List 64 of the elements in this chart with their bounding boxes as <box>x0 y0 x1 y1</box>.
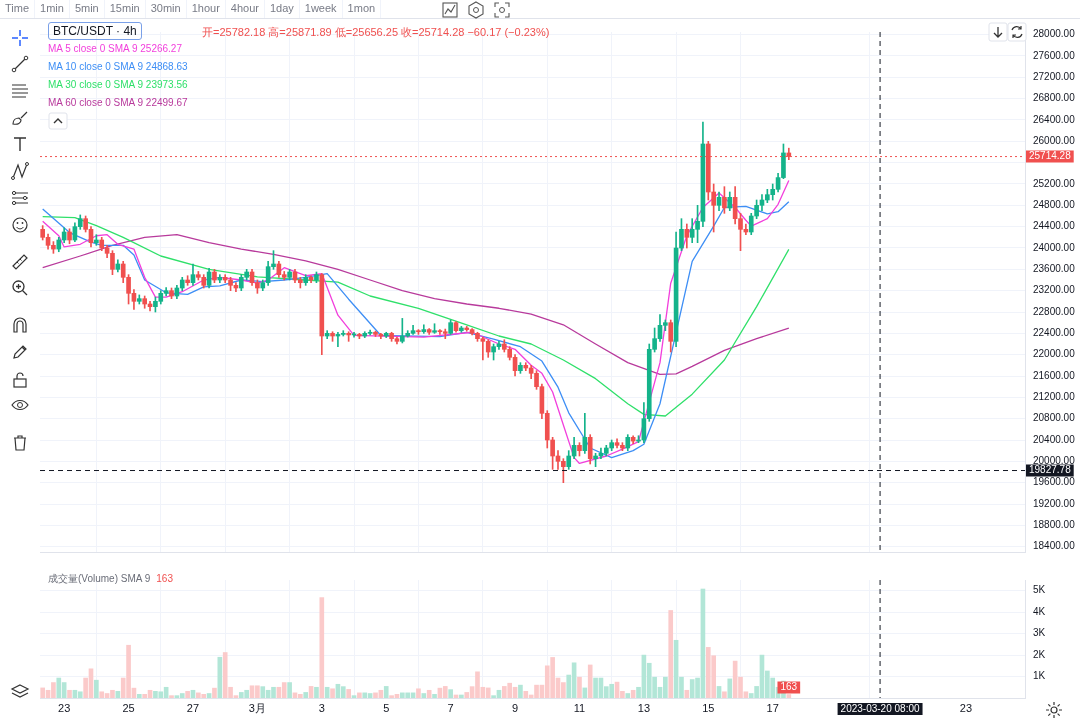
text: Time <box>0 0 36 18</box>
text: 1day <box>264 0 300 18</box>
x-tick-label: 5 <box>383 701 390 714</box>
y-tick-label: 5K <box>1033 584 1046 596</box>
x-tick-label: 11 <box>573 701 586 714</box>
y-tick-label: 23600.00 <box>1033 263 1076 275</box>
x-tick-label: 17 <box>766 701 779 714</box>
y-tick-label: 26000.00 <box>1033 135 1076 147</box>
y-tick-label: 4K <box>1033 605 1046 617</box>
chart-title: BTC/USDT · 4h <box>48 22 142 40</box>
text: 1min <box>35 0 70 18</box>
y-tick-label: 1K <box>1033 670 1046 682</box>
chart-subtitle: 开=25782.18 高=25871.89 低=25656.25 收=25714.28 −60.17 (−0.23%) <box>202 25 550 40</box>
text: MA 5 close 0 SMA 9 25266.27 <box>48 42 183 56</box>
y-tick-label: 20400.00 <box>1033 433 1076 445</box>
text: 1week <box>299 0 343 18</box>
y-tick-label: 21200.00 <box>1033 391 1076 403</box>
x-tick-label: 25 <box>122 701 135 714</box>
ref-line-label: 19827.78 <box>1029 464 1072 476</box>
text: MA 30 close 0 SMA 9 23973.56 <box>48 78 188 92</box>
x-tick-label: 23 <box>959 701 973 714</box>
text: 163 <box>156 573 173 584</box>
text: 5min <box>69 0 105 18</box>
data-label: 163 <box>780 681 798 693</box>
chart-title: 成交量(Volume) SMA 9 <box>48 573 151 584</box>
text: MA 60 close 0 SMA 9 22499.67 <box>48 96 188 110</box>
y-tick-label: 26400.00 <box>1033 113 1076 125</box>
y-tick-label: 21600.00 <box>1033 369 1076 381</box>
y-tick-label: 25200.00 <box>1033 177 1076 189</box>
y-tick-label: 20000.00 <box>1033 455 1076 467</box>
x-tick-label: 7 <box>447 701 454 714</box>
y-tick-label: 24400.00 <box>1033 220 1076 232</box>
y-tick-label: 24000.00 <box>1033 241 1076 253</box>
y-tick-label: 26800.00 <box>1033 92 1076 104</box>
text: MA 10 close 0 SMA 9 24868.63 <box>48 60 188 74</box>
x-tick-label: 9 <box>511 701 519 714</box>
x-tick-label: 23 <box>58 701 71 714</box>
y-tick-label: 19600.00 <box>1033 476 1076 488</box>
x-tick-label: 3 <box>318 701 325 714</box>
text: 1mon <box>342 0 382 18</box>
text: 1hour <box>186 0 226 18</box>
text: 4hour <box>225 0 265 18</box>
y-tick-label: 18400.00 <box>1033 540 1076 552</box>
y-tick-label: 22000.00 <box>1033 348 1076 360</box>
y-tick-label: 22400.00 <box>1033 327 1076 339</box>
y-tick-label: 19200.00 <box>1033 497 1076 509</box>
y-tick-label: 27600.00 <box>1033 49 1076 61</box>
y-tick-label: 18800.00 <box>1033 519 1076 531</box>
y-tick-label: 27200.00 <box>1033 71 1076 83</box>
y-tick-label: 24800.00 <box>1033 199 1076 211</box>
ref-line-label: 25714.28 <box>1029 150 1072 162</box>
x-tick-label: 15 <box>702 701 715 714</box>
text: 30min <box>145 0 187 18</box>
y-tick-label: 3K <box>1033 627 1046 639</box>
x-tick-label: 3月 <box>248 701 266 714</box>
y-tick-label: 22800.00 <box>1033 305 1076 317</box>
y-tick-label: 20800.00 <box>1033 412 1076 424</box>
x-tick-label: 27 <box>186 701 200 714</box>
y-tick-label: 23200.00 <box>1033 284 1076 296</box>
x-tick-label: 13 <box>637 701 651 714</box>
y-tick-label: 28000.00 <box>1033 28 1076 40</box>
ref-line-label: 2023-03-20 08:00 <box>840 702 920 714</box>
y-tick-label: 2K <box>1033 648 1046 660</box>
text: 15min <box>104 0 146 18</box>
